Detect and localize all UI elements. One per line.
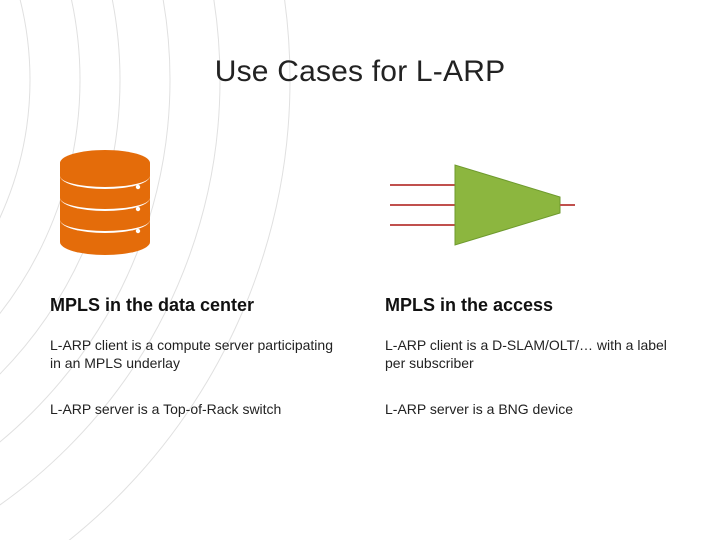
slide-title: Use Cases for L-ARP [0,55,720,89]
aggregator-icon [385,155,575,255]
right-heading: MPLS in the access [385,295,680,316]
server-icon-holder [50,150,345,260]
right-column: MPLS in the access L-ARP client is a D-S… [385,150,680,447]
content-grid: MPLS in the data center L-ARP client is … [50,150,680,447]
left-heading: MPLS in the data center [50,295,345,316]
aggregator-icon-holder [385,150,680,260]
left-paragraph-1: L-ARP client is a compute server partici… [50,336,345,372]
right-paragraph-1: L-ARP client is a D-SLAM/OLT/… with a la… [385,336,680,372]
right-paragraph-2: L-ARP server is a BNG device [385,400,680,418]
left-paragraph-2: L-ARP server is a Top-of-Rack switch [50,400,345,418]
server-stack-icon [50,150,160,260]
left-column: MPLS in the data center L-ARP client is … [50,150,345,447]
